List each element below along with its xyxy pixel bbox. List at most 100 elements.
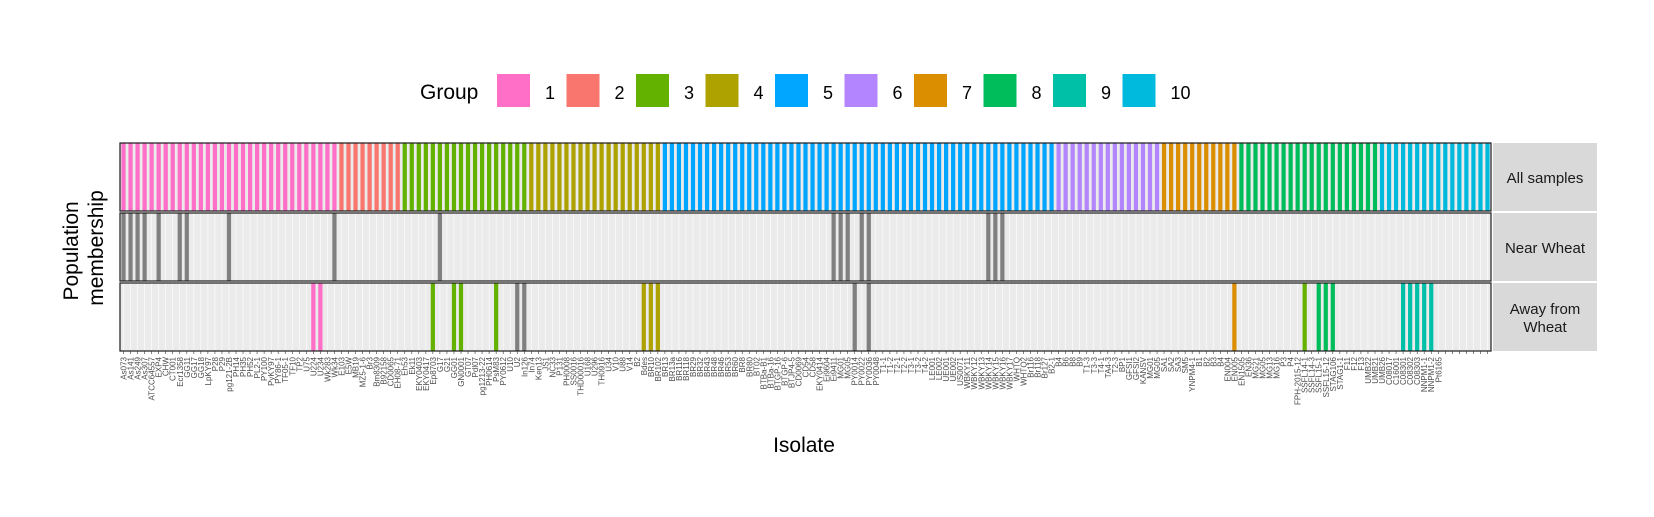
membership-bar <box>1443 143 1448 211</box>
legend-label-5: 5 <box>823 83 833 103</box>
x-tick-label: pg1213-22 <box>478 356 487 395</box>
x-tick-label: GT07 <box>464 356 473 377</box>
membership-bar <box>733 143 738 211</box>
membership-bar <box>1204 143 1209 211</box>
x-tick-label: BTGP-16 <box>773 356 782 390</box>
membership-bar <box>1429 283 1434 351</box>
x-tick-label: B6 <box>1062 356 1071 366</box>
membership-bar <box>290 143 295 211</box>
x-tick-label: WBKY13 <box>977 356 986 389</box>
x-tick-label: PY0022 <box>858 356 867 385</box>
legend-label-6: 6 <box>893 83 903 103</box>
x-tick-label: SA3 <box>1174 356 1183 372</box>
membership-bar <box>929 143 935 211</box>
x-tick-label: EH08-71 <box>394 356 403 388</box>
membership-bar <box>1225 143 1230 211</box>
membership-bar <box>747 143 752 211</box>
membership-bar <box>297 143 302 211</box>
membership-bar <box>367 143 372 211</box>
membership-bar <box>430 143 435 211</box>
panels <box>119 142 1492 352</box>
membership-bar <box>1401 283 1406 351</box>
membership-bar <box>311 283 316 351</box>
x-tick-label: EKY0417 <box>422 356 431 390</box>
membership-bar <box>620 143 625 211</box>
membership-bar <box>226 143 232 211</box>
x-tick-label: GG17 <box>190 356 199 378</box>
membership-bar <box>233 143 239 211</box>
membership-bar <box>536 143 541 211</box>
x-tick-label: B1 <box>1195 356 1204 366</box>
membership-bar <box>585 143 590 211</box>
x-tick-label: Bdes <box>640 357 649 375</box>
x-tick-label: Wk283 <box>323 356 332 381</box>
x-tick-label: MG21 <box>1251 356 1260 378</box>
membership-bar <box>887 143 892 211</box>
x-tick-label: Ecr1358 <box>176 356 185 386</box>
membership-bar <box>599 143 604 211</box>
membership-bar <box>479 143 485 211</box>
membership-bar <box>1253 143 1258 211</box>
x-tick-label: T1-3 <box>1083 356 1092 373</box>
membership-bar <box>627 143 632 211</box>
x-tick-label: T2-3 <box>1111 356 1120 373</box>
x-tick-label: In74 <box>527 356 536 372</box>
x-tick-label: PY0612 <box>499 356 508 385</box>
membership-bar <box>719 143 724 211</box>
x-tick-label: B2-1 <box>1048 356 1057 373</box>
x-tick-label: B9 <box>1076 356 1085 366</box>
membership-bar <box>142 213 147 281</box>
x-tick-label: E103 <box>337 356 346 375</box>
x-tick-label: WBKY17 <box>1005 356 1014 389</box>
membership-bar <box>1000 213 1005 281</box>
x-tick-label: P29 <box>218 356 227 371</box>
membership-bar <box>416 143 421 211</box>
membership-bar <box>641 143 646 211</box>
membership-bar <box>1316 283 1321 351</box>
membership-bar <box>522 283 527 351</box>
membership-bar <box>1007 143 1012 211</box>
membership-bar <box>1436 143 1441 211</box>
x-tick-label: U2 <box>513 356 522 367</box>
legend-label-8: 8 <box>1032 83 1042 103</box>
x-tick-label: WBKY11 <box>963 356 972 388</box>
membership-bar <box>184 213 189 281</box>
x-tick-label: MG13 <box>1266 356 1275 378</box>
strip-label-all-samples: All samples <box>1507 170 1584 187</box>
x-tick-label: C08301 <box>1399 356 1408 385</box>
x-tick-label: T3-1 <box>907 356 916 373</box>
membership-bar <box>205 143 210 211</box>
membership-bar <box>1239 143 1244 211</box>
x-tick-label: B3 <box>1209 356 1218 366</box>
membership-bar <box>1246 143 1251 211</box>
x-tick-label: As307 <box>141 356 150 379</box>
membership-bar <box>332 213 337 281</box>
x-tick-label: C16001 <box>1392 356 1401 385</box>
membership-bar <box>163 143 168 211</box>
membership-bar <box>1316 143 1321 211</box>
x-tick-label: BR60 <box>731 356 740 377</box>
strip-bg-away-from-wheat <box>1493 283 1597 351</box>
membership-bar <box>1323 283 1328 351</box>
x-tick-label: ATCC64557 <box>148 356 157 400</box>
membership-bar <box>951 143 956 211</box>
x-tick-label: BR10 <box>647 356 656 377</box>
x-tick-label: Br3 <box>366 356 375 369</box>
membership-bar <box>1232 143 1237 211</box>
membership-bar <box>128 213 133 281</box>
membership-bar <box>1330 283 1335 351</box>
x-tick-label: Ep8703 <box>429 356 438 384</box>
membership-bar <box>1014 143 1019 211</box>
membership-bar <box>269 143 274 211</box>
membership-bar <box>388 143 393 211</box>
membership-bar <box>676 143 682 211</box>
x-tick-label: WHTQ2 <box>1019 356 1028 385</box>
membership-bar <box>262 143 267 211</box>
membership-bar <box>831 213 836 281</box>
x-tick-label: BR43 <box>703 356 712 377</box>
x-tick-label: BR46 <box>717 356 726 377</box>
x-tick-label: TF05-1 <box>281 356 290 382</box>
membership-bar <box>1105 143 1110 211</box>
membership-bar <box>922 143 928 211</box>
x-tick-label: In126 <box>520 356 529 377</box>
